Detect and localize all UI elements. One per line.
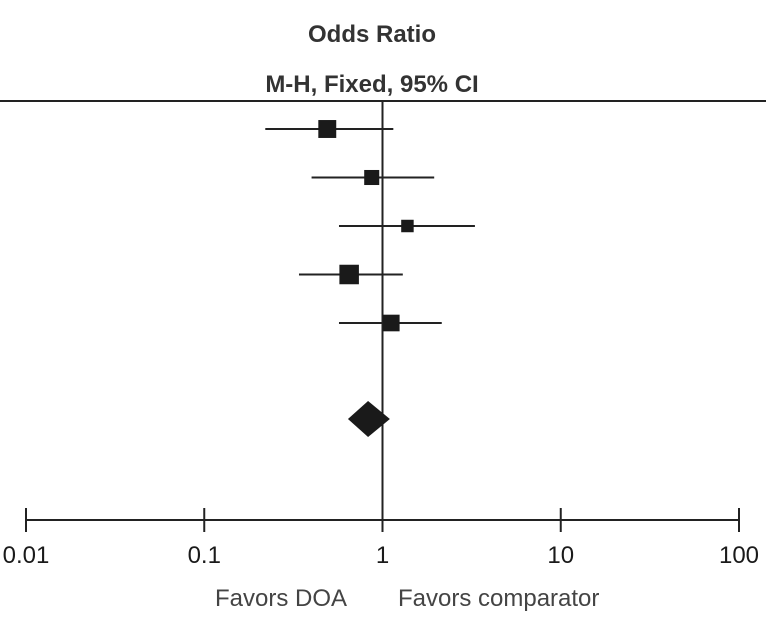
favors-left-label: Favors DOA <box>215 585 347 612</box>
study-marker-5 <box>382 314 400 332</box>
plot-area: 0.01 0.1 1 10 100 <box>3 101 759 569</box>
study-marker-1 <box>318 120 337 138</box>
study-marker-2 <box>364 169 380 186</box>
x-tick-label-1: 0.1 <box>188 542 221 569</box>
x-tick-label-3: 10 <box>547 542 574 569</box>
x-tick-label-0: 0.01 <box>3 542 50 569</box>
favors-right-label: Favors comparator <box>398 585 599 612</box>
study-marker-3 <box>401 219 414 233</box>
pooled-diamond <box>347 401 390 437</box>
x-tick-label-4: 100 <box>719 542 759 569</box>
x-tick-label-2: 1 <box>376 542 389 569</box>
study-marker-4 <box>339 264 359 285</box>
chart-title: Odds Ratio <box>308 21 436 48</box>
chart-subtitle: M-H, Fixed, 95% CI <box>265 71 478 98</box>
